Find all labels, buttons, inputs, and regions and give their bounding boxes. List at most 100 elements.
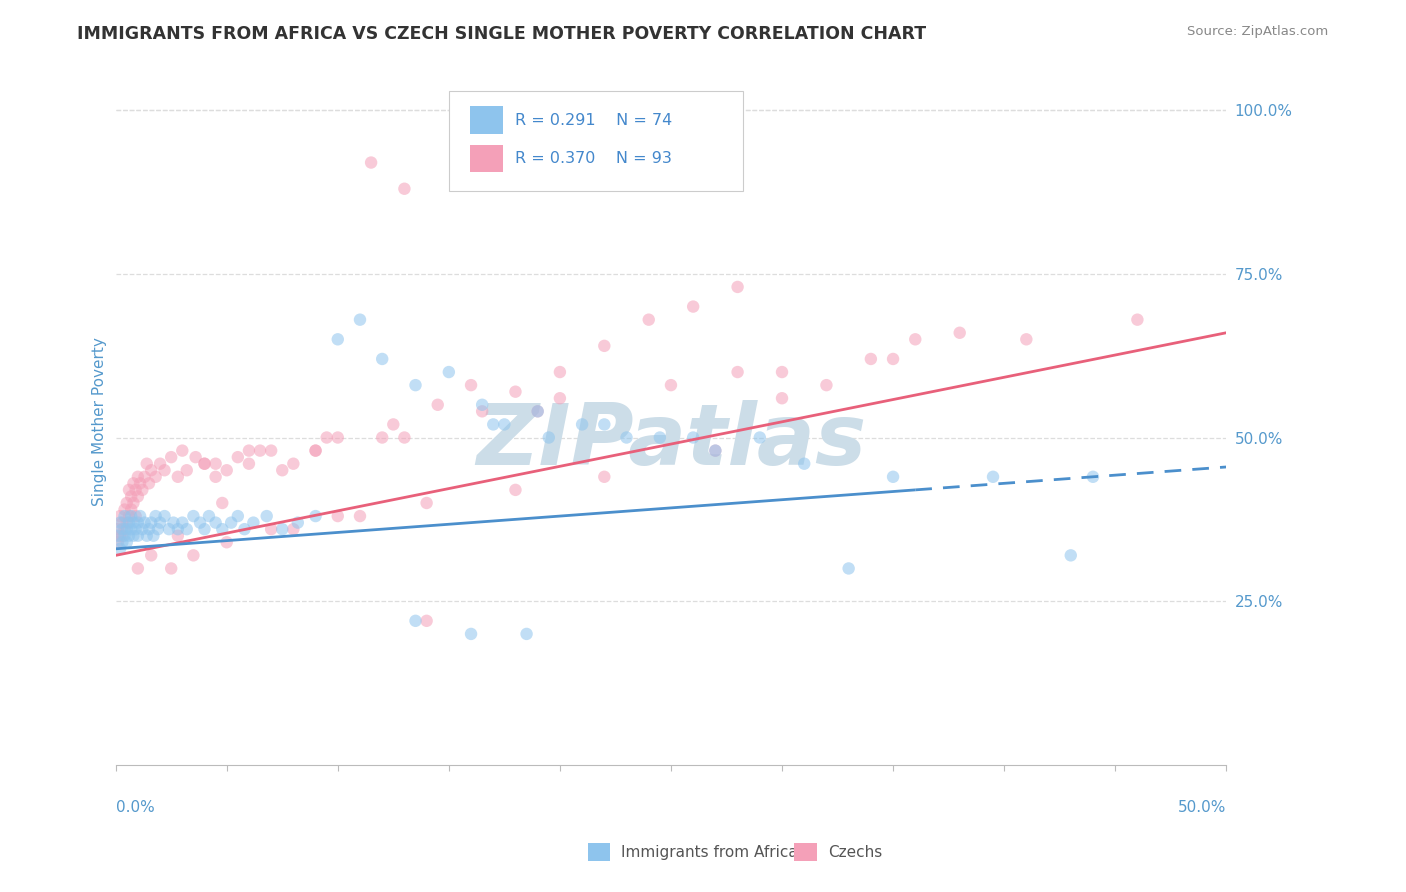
- Point: [131, 483, 153, 497]
- Point: [494, 417, 516, 432]
- Point: [770, 391, 793, 405]
- Text: ZIPatlas: ZIPatlas: [475, 401, 866, 483]
- Point: [122, 516, 145, 530]
- Point: [204, 516, 226, 530]
- Point: [145, 470, 167, 484]
- Point: [111, 516, 134, 530]
- Point: [146, 522, 169, 536]
- Point: [107, 522, 129, 536]
- Point: [127, 529, 149, 543]
- Point: [471, 398, 494, 412]
- Point: [145, 509, 167, 524]
- FancyBboxPatch shape: [470, 106, 503, 134]
- Point: [204, 457, 226, 471]
- Point: [122, 496, 145, 510]
- Point: [283, 457, 305, 471]
- Point: [122, 476, 145, 491]
- Point: [127, 470, 149, 484]
- Point: [115, 496, 138, 510]
- Point: [107, 529, 129, 543]
- Point: [326, 430, 349, 444]
- Point: [153, 463, 176, 477]
- Point: [215, 535, 238, 549]
- Point: [727, 280, 749, 294]
- Point: [593, 417, 616, 432]
- Point: [1060, 549, 1083, 563]
- Point: [118, 529, 141, 543]
- Point: [193, 457, 215, 471]
- Point: [326, 332, 349, 346]
- Point: [127, 516, 149, 530]
- Point: [120, 522, 142, 536]
- Point: [949, 326, 972, 340]
- Point: [122, 529, 145, 543]
- Point: [315, 430, 337, 444]
- FancyBboxPatch shape: [470, 145, 503, 172]
- Point: [124, 483, 146, 497]
- Point: [138, 522, 160, 536]
- Point: [415, 496, 437, 510]
- Point: [153, 509, 176, 524]
- Point: [1126, 312, 1149, 326]
- Point: [127, 490, 149, 504]
- Point: [141, 463, 163, 477]
- Point: [135, 529, 157, 543]
- Point: [172, 443, 194, 458]
- Point: [571, 417, 593, 432]
- Text: IMMIGRANTS FROM AFRICA VS CZECH SINGLE MOTHER POVERTY CORRELATION CHART: IMMIGRANTS FROM AFRICA VS CZECH SINGLE M…: [77, 25, 927, 43]
- Point: [114, 529, 136, 543]
- Point: [793, 457, 815, 471]
- Point: [271, 522, 294, 536]
- Point: [526, 404, 548, 418]
- Point: [382, 417, 405, 432]
- Point: [256, 509, 278, 524]
- Point: [238, 443, 260, 458]
- Point: [682, 300, 704, 314]
- Point: [437, 365, 460, 379]
- Point: [882, 470, 904, 484]
- Point: [226, 509, 249, 524]
- Point: [115, 516, 138, 530]
- Point: [287, 516, 309, 530]
- Point: [131, 522, 153, 536]
- Point: [405, 614, 427, 628]
- Point: [593, 339, 616, 353]
- Point: [271, 463, 294, 477]
- Point: [304, 443, 326, 458]
- Point: [371, 351, 394, 366]
- Point: [304, 509, 326, 524]
- Point: [471, 404, 494, 418]
- Point: [415, 614, 437, 628]
- Point: [157, 522, 180, 536]
- Point: [184, 450, 207, 465]
- Point: [108, 516, 131, 530]
- Point: [226, 450, 249, 465]
- Point: [233, 522, 256, 536]
- Point: [219, 516, 242, 530]
- Point: [183, 509, 205, 524]
- Y-axis label: Single Mother Poverty: Single Mother Poverty: [93, 336, 107, 506]
- Point: [505, 483, 527, 497]
- Point: [360, 155, 382, 169]
- Point: [118, 483, 141, 497]
- Point: [211, 522, 233, 536]
- Point: [176, 522, 198, 536]
- Point: [537, 430, 560, 444]
- Point: [134, 516, 156, 530]
- Point: [111, 522, 134, 536]
- Point: [111, 529, 134, 543]
- Text: Source: ZipAtlas.com: Source: ZipAtlas.com: [1188, 25, 1329, 38]
- Point: [482, 417, 505, 432]
- Point: [349, 312, 371, 326]
- Point: [108, 541, 131, 556]
- Point: [172, 516, 194, 530]
- Point: [142, 529, 165, 543]
- Point: [115, 522, 138, 536]
- Point: [704, 443, 727, 458]
- Point: [198, 509, 221, 524]
- Point: [748, 430, 770, 444]
- Point: [193, 457, 215, 471]
- Point: [138, 476, 160, 491]
- Point: [111, 535, 134, 549]
- Point: [548, 391, 571, 405]
